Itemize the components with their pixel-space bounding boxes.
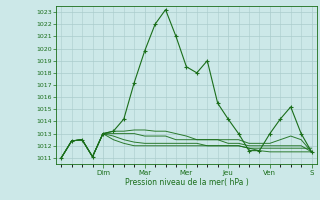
X-axis label: Pression niveau de la mer( hPa ): Pression niveau de la mer( hPa ) [124, 178, 248, 187]
